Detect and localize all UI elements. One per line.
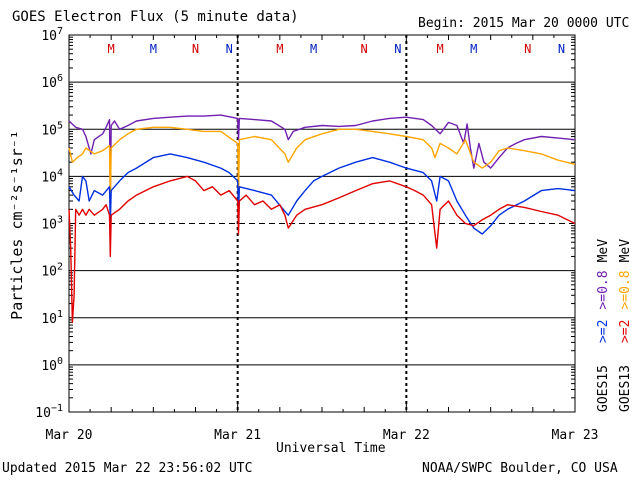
marker-n: N xyxy=(394,42,401,56)
series-lines xyxy=(68,114,576,323)
y-tick-labels: 10−1 100 101 102 103 104 105 106 107 xyxy=(35,26,63,421)
grid-lines xyxy=(69,36,575,399)
y-tick-label: 105 xyxy=(41,120,63,138)
y-axis-label: Particles cm⁻²s⁻¹sr⁻¹ xyxy=(8,130,26,320)
x-tick-label: Mar 20 xyxy=(46,428,93,443)
y-tick-label: 107 xyxy=(41,26,63,44)
marker-n: N xyxy=(558,42,565,56)
legend-goes13-unit: MeV xyxy=(618,238,633,263)
legend-goes13-b: >=0.8 xyxy=(618,270,633,310)
marker-m: M xyxy=(310,42,317,56)
y-tick-label: 101 xyxy=(41,309,63,327)
y-tick-label: 102 xyxy=(41,262,63,280)
y-tick-label: 106 xyxy=(41,73,63,91)
y-tick-label: 104 xyxy=(41,167,63,185)
series-goes15-2-mev xyxy=(68,153,576,235)
legend-goes15-b: >=0.8 xyxy=(596,270,611,310)
marker-n: N xyxy=(192,42,199,56)
marker-m: M xyxy=(276,42,283,56)
marker-m: M xyxy=(150,42,157,56)
y-tick-label: 103 xyxy=(41,215,63,233)
legend-goes13-a: >=2 xyxy=(618,319,633,344)
marker-m: M xyxy=(436,42,443,56)
updated-timestamp: Updated 2015 Mar 22 23:56:02 UTC xyxy=(2,461,253,476)
x-axis-label: Universal Time xyxy=(276,441,386,456)
marker-m: M xyxy=(470,42,477,56)
y-tick-label: 10−1 xyxy=(35,403,63,421)
legend-goes13: GOES13 >=2 >=0.8 MeV xyxy=(618,238,633,412)
legend-goes15-a: >=2 xyxy=(596,319,611,344)
legend-goes13-sat: GOES13 xyxy=(618,365,633,412)
begin-time: Begin: 2015 Mar 20 0000 UTC xyxy=(418,16,630,31)
marker-n: N xyxy=(361,42,368,56)
x-tick-label: Mar 22 xyxy=(383,428,430,443)
marker-n: N xyxy=(226,42,233,56)
credit-text: NOAA/SWPC Boulder, CO USA xyxy=(422,461,618,476)
x-tick-labels: Mar 20 Mar 21 Mar 22 Mar 23 xyxy=(46,428,599,443)
marker-m: M xyxy=(108,42,115,56)
legend-goes15-unit: MeV xyxy=(596,238,611,263)
legend-goes15: GOES15 >=2 >=0.8 MeV xyxy=(596,238,611,412)
x-tick-label: Mar 23 xyxy=(552,428,599,443)
series-goes13-2-mev xyxy=(68,175,576,323)
marker-n: N xyxy=(524,42,531,56)
x-tick-label: Mar 21 xyxy=(214,428,261,443)
chart-title: GOES Electron Flux (5 minute data) xyxy=(12,9,299,25)
series-goes13-0-8-mev xyxy=(68,126,576,206)
y-tick-label: 100 xyxy=(41,356,63,374)
legend-goes15-sat: GOES15 xyxy=(596,365,611,412)
